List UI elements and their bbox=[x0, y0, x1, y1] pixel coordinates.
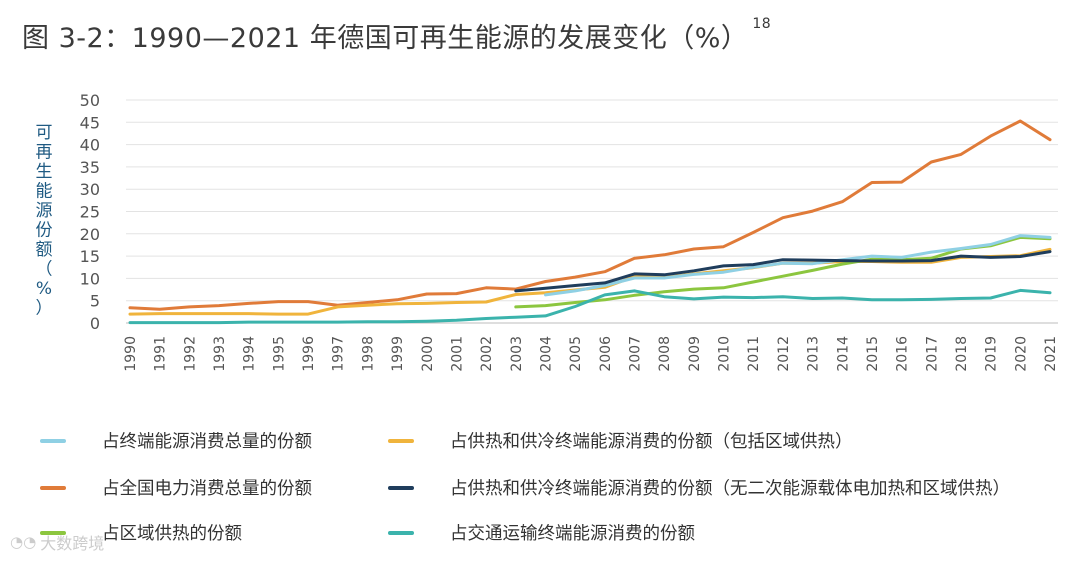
x-tick-label: 1990 bbox=[123, 336, 139, 372]
y-tick-label: 20 bbox=[80, 225, 100, 244]
x-tick-label: 2016 bbox=[895, 336, 911, 372]
y-axis-label-char: 源 bbox=[36, 201, 53, 221]
y-axis-label-char: ） bbox=[36, 299, 53, 319]
y-axis-label-char: 生 bbox=[36, 162, 53, 182]
grid-lines bbox=[126, 99, 1058, 324]
x-tick-label: 2007 bbox=[628, 336, 644, 372]
y-axis-label-char: % bbox=[36, 279, 52, 299]
series-line bbox=[128, 119, 1052, 311]
y-tick-label: 10 bbox=[80, 269, 100, 288]
x-tick-label: 2001 bbox=[449, 336, 465, 372]
x-tick-label: 2003 bbox=[509, 336, 525, 372]
y-tick-label: 25 bbox=[80, 203, 100, 222]
x-tick-label: 2018 bbox=[954, 336, 970, 372]
x-tick-label: 1996 bbox=[301, 336, 317, 372]
x-axis-ticks: 1990 1991 1992 1993 1994 1995 1996 1997 1998 1999… bbox=[123, 336, 1059, 372]
y-tick-label: 30 bbox=[80, 180, 100, 199]
chart-title: 图 3-2：1990—2021 年德国可再生能源的发展变化（%） 18 bbox=[22, 16, 771, 55]
x-tick-label: 1992 bbox=[182, 336, 198, 372]
y-tick-label: 0 bbox=[90, 314, 100, 333]
x-tick-label: 1995 bbox=[271, 336, 287, 372]
x-tick-label: 2008 bbox=[657, 336, 673, 372]
x-tick-label: 2000 bbox=[420, 336, 436, 372]
series-line bbox=[128, 288, 1052, 325]
title-text: 图 3-2：1990—2021 年德国可再生能源的发展变化（%） bbox=[22, 23, 749, 54]
x-tick-label: 2020 bbox=[1013, 336, 1029, 372]
x-tick-label: 1994 bbox=[242, 336, 258, 372]
y-tick-label: 40 bbox=[80, 136, 100, 155]
y-tick-label: 15 bbox=[80, 247, 100, 266]
y-axis-label-char: 份 bbox=[36, 221, 53, 241]
x-tick-label: 1991 bbox=[153, 336, 169, 372]
series-lines bbox=[128, 119, 1052, 325]
x-tick-label: 2009 bbox=[687, 336, 703, 372]
x-tick-label: 2004 bbox=[538, 336, 554, 372]
x-tick-label: 2002 bbox=[479, 336, 495, 372]
y-axis-label-char: 再 bbox=[36, 143, 53, 163]
y-tick-label: 5 bbox=[90, 292, 100, 311]
x-tick-label: 1993 bbox=[212, 336, 228, 372]
x-tick-label: 1997 bbox=[331, 336, 347, 372]
series-line bbox=[544, 234, 1052, 297]
y-axis-label-char: 能 bbox=[36, 182, 53, 202]
series-line bbox=[514, 250, 1052, 293]
x-tick-label: 2019 bbox=[984, 336, 1000, 372]
x-tick-label: 2017 bbox=[924, 336, 940, 372]
x-tick-label: 2015 bbox=[865, 336, 881, 372]
x-tick-label: 2012 bbox=[776, 336, 792, 372]
watermark-logo-icon: ◔◔ bbox=[10, 533, 37, 551]
y-tick-label: 35 bbox=[80, 158, 100, 177]
y-tick-label: 45 bbox=[80, 113, 100, 132]
y-axis-label-char: 可 bbox=[36, 123, 53, 143]
y-axis-ticks: 0 5 10 15 20 25 30 35 40 45 50 bbox=[80, 91, 100, 333]
y-axis-label-char: （ bbox=[36, 260, 53, 280]
x-tick-label: 2006 bbox=[598, 336, 614, 372]
footnote-ref: 18 bbox=[752, 16, 772, 32]
x-tick-label: 1998 bbox=[360, 336, 376, 372]
x-tick-label: 2013 bbox=[806, 336, 822, 372]
x-tick-label: 2014 bbox=[835, 336, 851, 372]
watermark-text: 大数跨境 bbox=[40, 534, 105, 553]
x-tick-label: 2010 bbox=[717, 336, 733, 372]
x-tick-label: 2011 bbox=[746, 336, 762, 372]
x-tick-label: 2021 bbox=[1043, 336, 1059, 372]
x-tick-label: 1999 bbox=[390, 336, 406, 372]
y-tick-label: 50 bbox=[80, 91, 100, 110]
x-tick-label: 2005 bbox=[568, 336, 584, 372]
y-axis-label-char: 额 bbox=[36, 240, 53, 260]
watermark: ◔◔ 大数跨境 bbox=[10, 530, 104, 554]
